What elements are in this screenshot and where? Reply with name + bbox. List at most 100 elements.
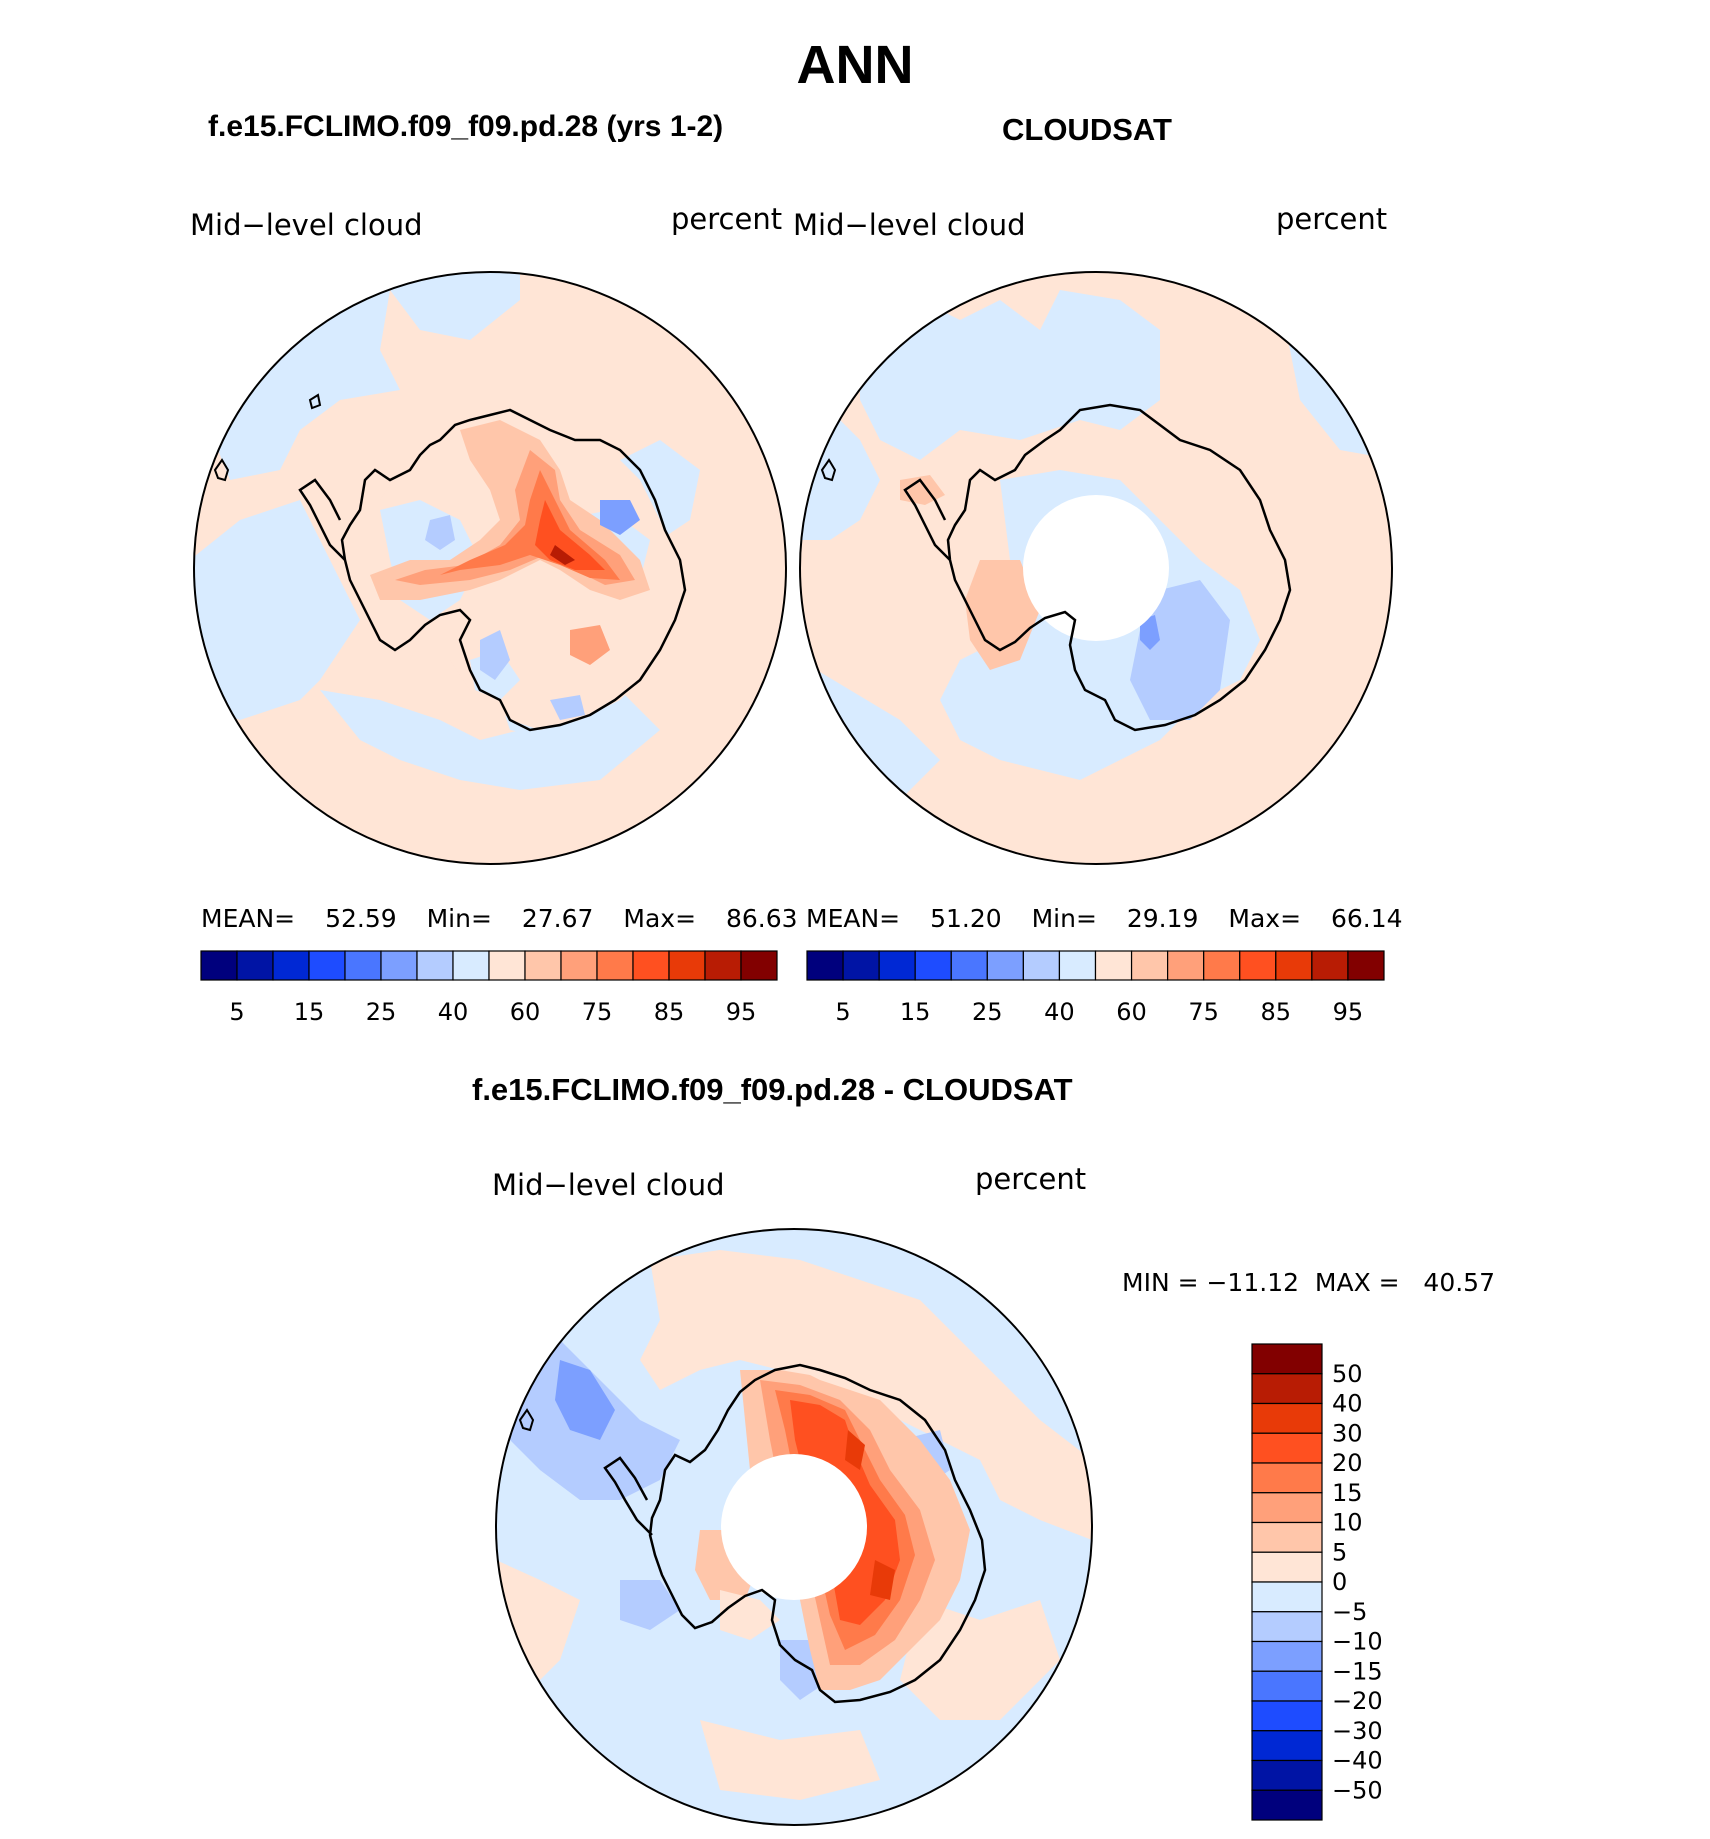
panel-right-stats: MEAN= 51.20 Min= 29.19 Max= 66.14 [806, 904, 1403, 933]
map-cloudsat [800, 272, 1392, 864]
colorbar-difference-swatch [1251, 1700, 1323, 1732]
colorbar-model-swatch [524, 950, 562, 981]
mean-value: 52.59 [325, 904, 397, 933]
colorbar-cloudsat-swatch [1058, 950, 1097, 981]
colorbar-cloudsat-swatch [1022, 950, 1061, 981]
colorbar-cloudsat-swatch [1239, 950, 1277, 981]
colorbar-model-swatch [344, 950, 382, 981]
colorbar-difference-tick-label: 10 [1332, 1509, 1363, 1537]
colorbar-difference-tick-label: 15 [1332, 1479, 1363, 1507]
colorbar-model: 5 15 25 40 60 75 85 95 [200, 950, 778, 1026]
panel-right-variable-label: Mid−level cloud [793, 208, 1026, 242]
colorbar-difference-tick-label: 50 [1332, 1360, 1363, 1388]
colorbar-model-swatch [380, 950, 418, 981]
colorbar-cloudsat-swatch [806, 950, 844, 981]
colorbar-cloudsat-tick-label: 40 [1044, 998, 1075, 1026]
colorbar-difference-swatch [1251, 1611, 1323, 1643]
colorbar-cloudsat-tick-label: 85 [1261, 998, 1292, 1026]
colorbar-difference-swatch [1251, 1730, 1323, 1762]
colorbar-cloudsat-swatch [842, 950, 880, 981]
map-difference-border [495, 1228, 1093, 1826]
colorbar-model-swatch [560, 950, 598, 981]
colorbar-difference-tick-label: 40 [1332, 1390, 1363, 1418]
colorbar-model-swatch [452, 950, 490, 981]
colorbar-difference-tick-label: 5 [1332, 1538, 1347, 1566]
mean-label: MEAN= [201, 904, 296, 933]
colorbar-model-tick-label: 60 [510, 998, 541, 1026]
colorbar-cloudsat-swatch [914, 950, 952, 981]
colorbar-cloudsat-swatch [1311, 950, 1349, 981]
colorbar-model-swatch [308, 950, 346, 981]
mean-value: 51.20 [930, 904, 1002, 933]
colorbar-difference-swatch [1251, 1551, 1323, 1583]
colorbar-cloudsat-swatch [1347, 950, 1385, 981]
colorbar-model-tick-label: 95 [726, 998, 757, 1026]
colorbar-difference-swatch [1251, 1670, 1323, 1702]
colorbar-cloudsat-swatch [1275, 950, 1313, 981]
colorbar-difference-swatch [1251, 1432, 1323, 1464]
colorbar-cloudsat: 5 15 25 40 60 75 85 95 [806, 950, 1385, 1026]
colorbar-difference-swatch [1251, 1759, 1323, 1791]
colorbar-difference-swatch [1251, 1492, 1323, 1524]
map-cloudsat-border [799, 271, 1393, 865]
colorbar-model-tick-label: 25 [366, 998, 397, 1026]
colorbar-difference-swatch [1251, 1373, 1323, 1405]
diff-panel-variable-label: Mid−level cloud [492, 1168, 725, 1202]
colorbar-difference-swatch [1251, 1343, 1323, 1375]
panel-left-units-label: percent [671, 202, 783, 236]
min-value: 29.19 [1126, 904, 1199, 933]
panel-right-subtitle: CLOUDSAT [1002, 112, 1172, 147]
map-cloudsat-no-data-hole [1023, 495, 1169, 641]
colorbar-cloudsat-swatch [1130, 950, 1169, 981]
colorbar-model-swatch [236, 950, 274, 981]
colorbar-difference-tick-label: −20 [1332, 1687, 1383, 1715]
colorbar-cloudsat-tick-label: 95 [1333, 998, 1364, 1026]
panel-right-units-label: percent [1276, 202, 1388, 236]
diff-panel-subtitle: f.e15.FCLIMO.f09_f09.pd.28 - CLOUDSAT [472, 1072, 1073, 1107]
colorbar-difference-tick-label: −10 [1332, 1628, 1383, 1656]
colorbar-difference-tick-label: 20 [1332, 1449, 1363, 1477]
colorbar-cloudsat-tick-label: 5 [835, 998, 850, 1026]
max-label: Max= [623, 904, 697, 933]
colorbar-cloudsat-tick-label: 15 [900, 998, 931, 1026]
colorbar-difference-tick-label: −15 [1332, 1657, 1383, 1685]
colorbar-difference-tick-label: −50 [1332, 1776, 1383, 1804]
mean-label: MEAN= [806, 904, 901, 933]
colorbar-cloudsat-tick-label: 75 [1188, 998, 1219, 1026]
colorbar-cloudsat-swatch [950, 950, 988, 981]
colorbar-difference-swatch [1251, 1581, 1323, 1613]
colorbar-model-tick-label: 40 [438, 998, 469, 1026]
panel-left-subtitle: f.e15.FCLIMO.f09_f09.pd.28 (yrs 1-2) [208, 110, 724, 143]
map-model [194, 272, 786, 864]
colorbar-cloudsat-tick-label: 60 [1116, 998, 1147, 1026]
max-label: Max= [1228, 904, 1302, 933]
colorbar-difference-swatch [1251, 1640, 1323, 1672]
min-label: Min= [426, 904, 492, 933]
colorbar-difference-swatch [1251, 1521, 1323, 1553]
colorbar-model-tick-label: 15 [294, 998, 325, 1026]
max-value: 66.14 [1331, 904, 1403, 933]
colorbar-model-swatch [200, 950, 238, 981]
map-difference [496, 1229, 1092, 1825]
colorbar-model-swatch [704, 950, 742, 981]
diff-panel-minmax: MIN = −11.12 MAX = 40.57 [1122, 1268, 1495, 1297]
colorbar-model-swatch [272, 950, 310, 981]
colorbar-model-swatch [668, 950, 706, 981]
colorbar-difference-tick-label: −5 [1332, 1598, 1367, 1626]
colorbar-cloudsat-swatch [878, 950, 916, 981]
map-difference-no-data-hole [721, 1454, 867, 1600]
min-value: 27.67 [521, 904, 594, 933]
colorbar-difference-tick-label: −40 [1332, 1747, 1383, 1775]
colorbar-difference-tick-label: 30 [1332, 1419, 1363, 1447]
max-value: 86.63 [726, 904, 798, 933]
colorbar-model-swatch [416, 950, 454, 981]
colorbar-difference-swatch [1251, 1462, 1323, 1494]
colorbar-model-swatch [740, 950, 778, 981]
panel-left-variable-label: Mid−level cloud [190, 208, 423, 242]
colorbar-cloudsat-swatch [1167, 950, 1205, 981]
colorbar-model-swatch [596, 950, 634, 981]
colorbar-model-tick-label: 5 [229, 998, 244, 1026]
panel-left-stats: MEAN= 52.59 Min= 27.67 Max= 86.63 [201, 904, 798, 933]
